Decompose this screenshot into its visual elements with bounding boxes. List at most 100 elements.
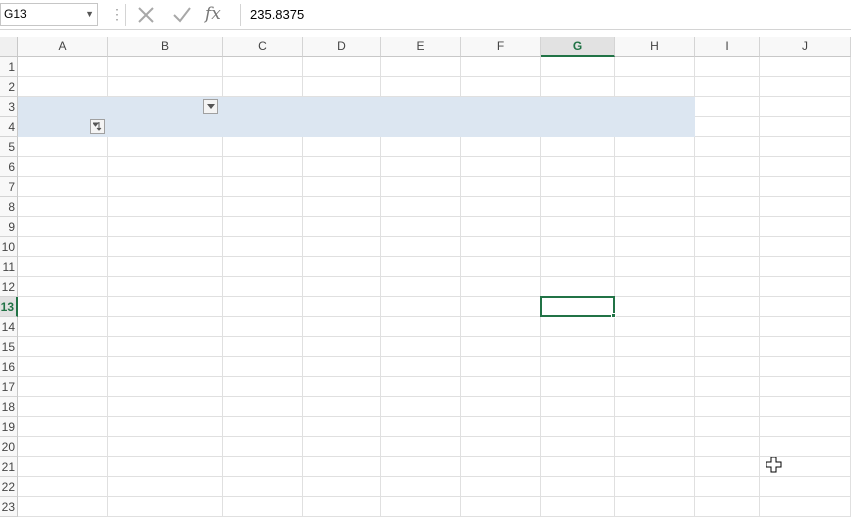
cell[interactable] — [541, 57, 615, 77]
cell[interactable] — [381, 217, 461, 237]
cell[interactable] — [695, 317, 760, 337]
cell[interactable] — [303, 357, 381, 377]
row-header-19[interactable]: 19 — [0, 417, 18, 437]
cell[interactable] — [760, 117, 851, 137]
cell[interactable] — [381, 317, 461, 337]
cell[interactable] — [695, 477, 760, 497]
cell[interactable] — [615, 337, 695, 357]
cell[interactable] — [303, 177, 381, 197]
cell[interactable] — [461, 437, 541, 457]
cell[interactable] — [760, 77, 851, 97]
cell[interactable] — [695, 237, 760, 257]
formula-input[interactable]: 235.8375 — [250, 7, 305, 22]
cell[interactable] — [303, 237, 381, 257]
cell[interactable] — [760, 377, 851, 397]
cell[interactable] — [695, 177, 760, 197]
row-labels-sort-button[interactable] — [90, 119, 105, 134]
cell[interactable] — [108, 497, 223, 517]
row-header-14[interactable]: 14 — [0, 317, 18, 337]
column-header-j[interactable]: J — [760, 37, 851, 57]
cell[interactable] — [615, 57, 695, 77]
cell[interactable] — [381, 437, 461, 457]
cell[interactable] — [18, 237, 108, 257]
cell[interactable] — [695, 297, 760, 317]
cell[interactable] — [223, 177, 303, 197]
column-labels-filter-button[interactable] — [203, 99, 218, 114]
cell[interactable] — [760, 297, 851, 317]
cell[interactable] — [18, 497, 108, 517]
cell[interactable] — [108, 77, 223, 97]
cell[interactable] — [541, 177, 615, 197]
cell[interactable] — [108, 217, 223, 237]
cell[interactable] — [381, 277, 461, 297]
cell[interactable] — [108, 397, 223, 417]
cell[interactable] — [695, 397, 760, 417]
row-header-10[interactable]: 10 — [0, 237, 18, 257]
cell[interactable] — [303, 77, 381, 97]
cell[interactable] — [541, 257, 615, 277]
cell[interactable] — [695, 197, 760, 217]
cell[interactable] — [303, 137, 381, 157]
column-header-d[interactable]: D — [303, 37, 381, 57]
cell[interactable] — [223, 237, 303, 257]
cell[interactable] — [108, 157, 223, 177]
cell[interactable] — [541, 197, 615, 217]
cell[interactable] — [695, 217, 760, 237]
cell[interactable] — [615, 357, 695, 377]
cell[interactable] — [615, 417, 695, 437]
cell[interactable] — [381, 77, 461, 97]
row-header-7[interactable]: 7 — [0, 177, 18, 197]
cell[interactable] — [303, 337, 381, 357]
cell[interactable] — [303, 477, 381, 497]
row-header-18[interactable]: 18 — [0, 397, 18, 417]
cell[interactable] — [223, 257, 303, 277]
cell[interactable] — [760, 57, 851, 77]
cell[interactable] — [760, 277, 851, 297]
cell[interactable] — [381, 157, 461, 177]
cell[interactable] — [303, 57, 381, 77]
column-header-h[interactable]: H — [615, 37, 695, 57]
cell[interactable] — [615, 197, 695, 217]
cell[interactable] — [381, 57, 461, 77]
name-box[interactable]: G13 ▼ — [0, 3, 98, 26]
cell[interactable] — [615, 217, 695, 237]
cell[interactable] — [18, 357, 108, 377]
cell[interactable] — [18, 257, 108, 277]
cell[interactable] — [461, 197, 541, 217]
cell[interactable] — [461, 377, 541, 397]
cell[interactable] — [541, 377, 615, 397]
column-header-g[interactable]: G — [541, 37, 615, 57]
cell[interactable] — [381, 297, 461, 317]
cell[interactable] — [760, 97, 851, 117]
cell[interactable] — [108, 177, 223, 197]
row-header-22[interactable]: 22 — [0, 477, 18, 497]
column-header-c[interactable]: C — [223, 37, 303, 57]
cell[interactable] — [108, 457, 223, 477]
cell[interactable] — [461, 257, 541, 277]
cell[interactable] — [223, 457, 303, 477]
cell[interactable] — [760, 337, 851, 357]
cell[interactable] — [541, 157, 615, 177]
cell[interactable] — [18, 317, 108, 337]
cell[interactable] — [541, 397, 615, 417]
cell[interactable] — [108, 57, 223, 77]
cell[interactable] — [223, 377, 303, 397]
row-header-4[interactable]: 4 — [0, 117, 18, 137]
cell[interactable] — [615, 437, 695, 457]
row-header-9[interactable]: 9 — [0, 217, 18, 237]
select-all-corner[interactable] — [0, 37, 18, 57]
cell[interactable] — [760, 497, 851, 517]
cell[interactable] — [303, 197, 381, 217]
cell[interactable] — [303, 277, 381, 297]
row-header-13[interactable]: 13 — [0, 297, 18, 317]
enter-check-icon[interactable] — [170, 3, 194, 27]
cell[interactable] — [615, 377, 695, 397]
cell[interactable] — [695, 457, 760, 477]
row-header-6[interactable]: 6 — [0, 157, 18, 177]
cell[interactable] — [108, 277, 223, 297]
cell[interactable] — [615, 137, 695, 157]
column-header-f[interactable]: F — [461, 37, 541, 57]
cell[interactable] — [381, 477, 461, 497]
cell[interactable] — [18, 477, 108, 497]
chevron-down-icon[interactable]: ▼ — [85, 9, 94, 19]
